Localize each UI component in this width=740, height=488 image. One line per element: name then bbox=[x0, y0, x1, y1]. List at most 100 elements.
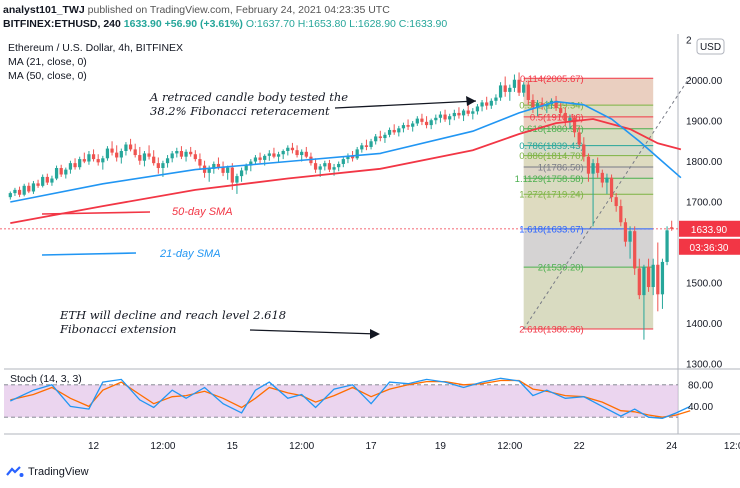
forecast-arrow-head bbox=[370, 329, 380, 339]
candle-body bbox=[226, 167, 230, 173]
currency-label: USD bbox=[700, 42, 721, 53]
ohlc-values: O:1637.70 H:1653.80 L:1628.90 C:1633.90 bbox=[245, 18, 448, 30]
stoch-d-line bbox=[10, 379, 691, 418]
time-tick-label: 15 bbox=[227, 441, 239, 452]
brand-name: TradingView bbox=[28, 466, 89, 478]
candle-body bbox=[591, 163, 595, 174]
candle-body bbox=[397, 128, 401, 133]
candle-body bbox=[531, 99, 535, 108]
fib-trend-line bbox=[523, 76, 691, 330]
candle-body bbox=[619, 206, 623, 223]
candle-body bbox=[438, 114, 443, 118]
candle-body bbox=[105, 148, 110, 159]
price-tick-label: 1700.00 bbox=[686, 198, 723, 209]
candle-body bbox=[360, 145, 364, 150]
candle-body bbox=[364, 145, 369, 147]
candle-body bbox=[480, 102, 484, 107]
candle-body bbox=[189, 151, 193, 155]
candle-body bbox=[503, 85, 507, 92]
candle-body bbox=[179, 151, 184, 157]
forecast-annotation-line2: Fibonacci extension bbox=[59, 322, 176, 336]
time-tick-label: 12:00 bbox=[724, 441, 740, 452]
candle-body bbox=[535, 103, 540, 108]
fib-band bbox=[523, 194, 654, 229]
currency-button[interactable]: USD bbox=[696, 38, 725, 55]
candle-body bbox=[96, 159, 100, 163]
candle-body bbox=[498, 85, 503, 98]
candle-body bbox=[221, 167, 225, 173]
candle-body bbox=[101, 158, 105, 163]
price-tick-label: 2000.00 bbox=[686, 76, 723, 87]
candle-body bbox=[323, 163, 327, 167]
candle-body bbox=[165, 158, 170, 164]
fib-band bbox=[523, 78, 654, 106]
candle-body bbox=[50, 178, 54, 183]
candle-body bbox=[295, 150, 299, 156]
candle-body bbox=[526, 84, 530, 100]
fib-level-label: 2(1539.20) bbox=[538, 263, 584, 274]
fib-level-label: 1.272(1719.24) bbox=[519, 190, 583, 201]
candle-body bbox=[448, 116, 452, 120]
price-tick-label: 1800.00 bbox=[686, 157, 723, 168]
candle-body bbox=[17, 189, 22, 195]
publish-date: published on TradingView.com, February 2… bbox=[87, 4, 390, 16]
tradingview-logo-icon bbox=[6, 466, 24, 477]
candle-body bbox=[346, 155, 350, 160]
ma50-line bbox=[10, 118, 682, 224]
candle-body bbox=[239, 170, 244, 177]
fib-level-label: 1.1129(1758.58) bbox=[515, 174, 584, 185]
candle-body bbox=[461, 110, 466, 116]
candle-body bbox=[13, 189, 17, 194]
sma50-annotation: 50-day SMA bbox=[172, 206, 233, 218]
candle-body bbox=[128, 144, 133, 150]
price-tick-label: 1300.00 bbox=[686, 359, 723, 370]
candle-body bbox=[313, 163, 318, 170]
candle-body bbox=[281, 151, 285, 155]
fib-band bbox=[523, 116, 654, 129]
candle-body bbox=[656, 264, 660, 295]
candle-body bbox=[434, 117, 438, 121]
fib-level-label: 0.618(1880.97) bbox=[519, 124, 583, 135]
candle-body bbox=[471, 111, 475, 114]
time-tick-label: 22 bbox=[574, 441, 586, 452]
candle-body bbox=[651, 264, 655, 288]
candle-body bbox=[212, 163, 216, 169]
price-tick-label: 1500.00 bbox=[686, 278, 723, 289]
candle-body bbox=[156, 163, 160, 169]
candle-body bbox=[466, 110, 470, 114]
candle-body bbox=[263, 155, 267, 160]
candle-body bbox=[383, 134, 387, 139]
time-tick-label: 12:00 bbox=[289, 441, 314, 452]
candle-body bbox=[452, 112, 456, 117]
fib-level-label: 0.886(1814.70) bbox=[519, 151, 583, 162]
author-name[interactable]: analyst101_TWJ bbox=[3, 4, 85, 16]
price-tick-label: 2 bbox=[686, 36, 692, 47]
legend-ma21: MA (21, close, 0) bbox=[8, 56, 87, 68]
stoch-tick-label: 80.00 bbox=[688, 380, 713, 391]
ma21-line bbox=[10, 100, 682, 203]
candle-body bbox=[68, 163, 73, 170]
candle-body bbox=[286, 147, 290, 152]
candle-body bbox=[327, 163, 332, 170]
candle-body bbox=[249, 161, 253, 166]
price-tick-label: 1900.00 bbox=[686, 117, 723, 128]
candle-body bbox=[563, 112, 567, 122]
last-price: 1633.90 bbox=[123, 18, 162, 30]
candle-body bbox=[642, 266, 646, 296]
candle-body bbox=[267, 153, 271, 156]
countdown-tag bbox=[679, 238, 740, 255]
forecast-annotation-line1: ETH will decline and reach level 2.618 bbox=[59, 308, 286, 322]
candle-body bbox=[175, 151, 179, 154]
candle-body bbox=[401, 125, 406, 129]
stoch-tick-label: 40.00 bbox=[688, 402, 713, 413]
candle-body bbox=[582, 144, 586, 157]
stoch-k-line bbox=[10, 377, 691, 419]
candle-body bbox=[41, 176, 45, 186]
candle-body bbox=[572, 117, 577, 133]
candle-body bbox=[115, 152, 119, 158]
candle-body bbox=[22, 185, 26, 195]
candle-body bbox=[290, 147, 295, 151]
candle-body bbox=[87, 154, 91, 162]
fib-band bbox=[523, 145, 654, 156]
